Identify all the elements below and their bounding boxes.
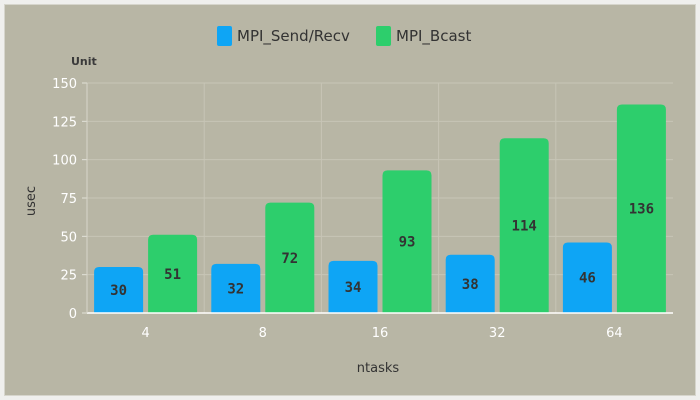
data-label: 34 — [345, 280, 362, 296]
x-axis-title: ntasks — [357, 361, 400, 376]
data-label: 136 — [629, 202, 654, 218]
bar-send-recv-4[interactable] — [94, 267, 144, 313]
legend-item-send-recv[interactable]: MPI_Send/Recv — [217, 26, 350, 46]
y-tick-label: 0 — [69, 307, 77, 322]
legend-label-bcast: MPI_Bcast — [396, 27, 471, 46]
data-labels: 30 51 32 72 34 93 38 114 46 136 — [110, 202, 654, 299]
x-tick-label: 16 — [372, 326, 389, 341]
y-tick-label: 50 — [60, 230, 77, 245]
chart-container: 0 25 50 75 100 125 150 4 8 16 32 64 30 51 32 72 34 93 38… — [4, 4, 696, 396]
bar-send-recv-64[interactable] — [562, 242, 612, 313]
data-label: 93 — [399, 235, 416, 251]
legend: MPI_Send/Recv MPI_Bcast — [217, 26, 471, 46]
unit-label: Unit — [71, 55, 97, 68]
legend-swatch-bcast — [376, 26, 391, 46]
y-tick-label: 25 — [60, 269, 77, 284]
legend-label-send-recv: MPI_Send/Recv — [237, 27, 350, 46]
bar-bcast-8[interactable] — [265, 202, 315, 313]
data-label: 46 — [579, 271, 596, 287]
x-tick-label: 4 — [141, 326, 149, 341]
y-tick-label: 75 — [60, 192, 77, 207]
data-label: 51 — [164, 267, 181, 283]
bar-bcast-4[interactable] — [148, 234, 198, 313]
y-axis-title: usec — [24, 186, 39, 216]
data-label: 32 — [227, 281, 244, 297]
data-label: 38 — [462, 277, 479, 293]
x-tick-label: 64 — [606, 326, 623, 341]
bar-send-recv-32[interactable] — [445, 254, 495, 313]
bar-bcast-32[interactable] — [499, 138, 549, 313]
y-axis-ticks: 0 25 50 75 100 125 150 — [52, 77, 87, 322]
bar-bcast-16[interactable] — [382, 170, 432, 313]
data-label: 30 — [110, 283, 127, 299]
y-tick-label: 150 — [52, 77, 77, 92]
y-tick-label: 100 — [52, 154, 77, 169]
x-tick-label: 8 — [259, 326, 267, 341]
bars — [94, 104, 666, 313]
legend-swatch-send-recv — [217, 26, 232, 46]
x-axis-ticks: 4 8 16 32 64 — [141, 326, 622, 341]
y-tick-label: 125 — [52, 115, 77, 130]
data-label: 72 — [281, 251, 298, 267]
bar-send-recv-8[interactable] — [211, 263, 261, 313]
x-tick-label: 32 — [489, 326, 506, 341]
legend-item-bcast[interactable]: MPI_Bcast — [376, 26, 471, 46]
bar-chart: 0 25 50 75 100 125 150 4 8 16 32 64 30 51 32 72 34 93 38… — [24, 26, 673, 376]
data-label: 114 — [512, 219, 537, 235]
bar-bcast-64[interactable] — [616, 104, 666, 313]
bar-send-recv-16[interactable] — [328, 260, 378, 313]
